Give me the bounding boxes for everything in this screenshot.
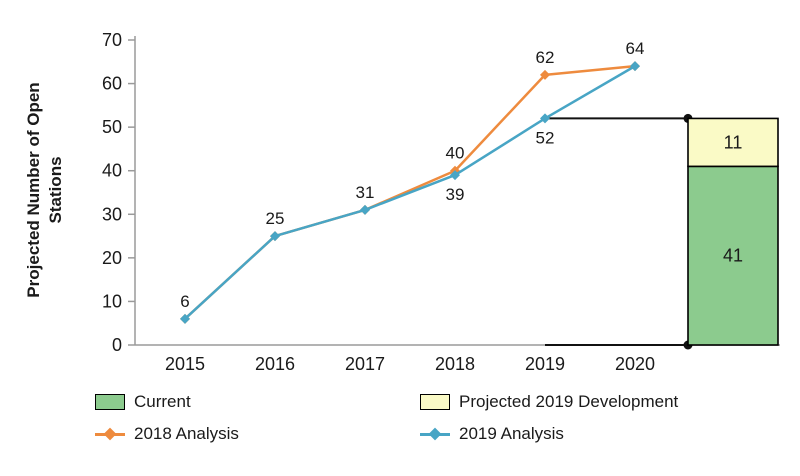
- diamond-marker-icon: [450, 170, 460, 181]
- legend-label-2018-analysis: 2018 Analysis: [134, 424, 239, 443]
- y-tick-label: 30: [102, 204, 122, 224]
- data-label: 25: [266, 209, 285, 228]
- x-tick-label: 2015: [165, 354, 205, 374]
- legend-label-projected-2019-development: Projected 2019 Development: [459, 392, 679, 411]
- y-tick-label: 70: [102, 30, 122, 50]
- y-tick-label: 60: [102, 74, 122, 94]
- data-label: 39: [446, 185, 465, 204]
- diamond-marker-icon: [428, 427, 442, 441]
- diamond-marker-icon: [103, 427, 117, 441]
- x-tick-label: 2019: [525, 354, 565, 374]
- diamond-marker-icon: [540, 69, 550, 80]
- line-diamond-swatch-icon: [95, 427, 125, 441]
- diamond-marker-icon: [630, 61, 640, 72]
- chart-legend: Current Projected 2019 Development 2018 …: [95, 392, 678, 444]
- y-tick-label: 0: [112, 335, 122, 355]
- y-tick-label: 40: [102, 161, 122, 181]
- legend-label-2019-analysis: 2019 Analysis: [459, 424, 564, 443]
- legend-label-current: Current: [134, 392, 191, 411]
- data-label: 52: [536, 128, 555, 147]
- series-line-2019-analysis: [183, 64, 637, 321]
- data-label: 31: [356, 183, 375, 202]
- x-tick-label: 2017: [345, 354, 385, 374]
- y-tick-label: 50: [102, 117, 122, 137]
- line-diamond-swatch-icon: [420, 427, 450, 441]
- data-label: 64: [626, 39, 645, 58]
- x-tick-label: 2016: [255, 354, 295, 374]
- current-color-swatch-icon: [95, 394, 125, 410]
- bar-segment-label: 41: [723, 246, 743, 266]
- diamond-marker-icon: [270, 231, 280, 242]
- bar-segment-label: 11: [724, 132, 743, 152]
- legend-item-projected-2019-development: Projected 2019 Development: [420, 392, 678, 412]
- bar-segment-projected-2019-development: [687, 117, 779, 168]
- diamond-marker-icon: [180, 313, 190, 324]
- legend-item-current: Current: [95, 392, 420, 412]
- diamond-marker-icon: [540, 113, 550, 124]
- data-label: 6: [180, 292, 189, 311]
- x-tick-label: 2018: [435, 354, 475, 374]
- bar-segment-current: [687, 165, 779, 346]
- x-tick-label: 2020: [615, 354, 655, 374]
- y-tick-label: 10: [102, 291, 122, 311]
- legend-item-2018-analysis: 2018 Analysis: [95, 424, 420, 444]
- y-tick-label: 20: [102, 248, 122, 268]
- data-label: 40: [446, 144, 465, 163]
- projected-development-color-swatch-icon: [420, 394, 450, 410]
- y-axis-title: Projected Number of Open Stations: [24, 82, 65, 298]
- data-label: 62: [536, 48, 555, 67]
- diamond-marker-icon: [360, 204, 370, 215]
- legend-item-2019-analysis: 2019 Analysis: [420, 424, 678, 444]
